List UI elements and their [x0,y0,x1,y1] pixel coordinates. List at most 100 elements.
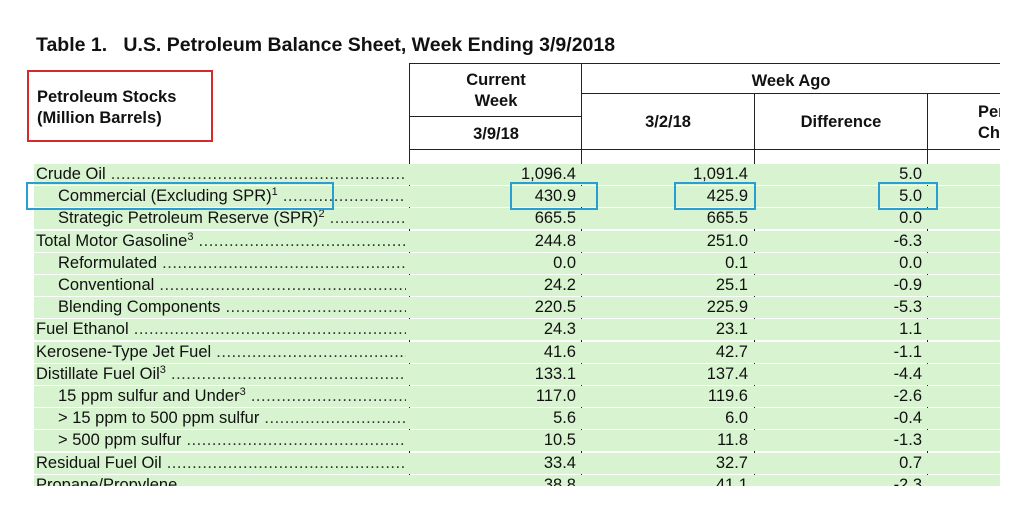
current-week-value: 5.6 [553,409,576,427]
row-label-text: Total Motor Gasoline [36,232,188,250]
row-label: Kerosene-Type Jet Fuel .................… [36,341,406,363]
row-label-text: Reformulated [58,254,158,272]
row-label-text: > 15 ppm to 500 ppm sulfur [58,409,260,427]
row-stripe [34,386,1000,407]
row-label-text: Conventional [58,276,155,294]
week-ago-value: 137.4 [706,365,748,383]
row-label: Distillate Fuel Oil3 ...................… [36,363,406,385]
footnote-marker: 3 [159,364,166,376]
row-label-text: Residual Fuel Oil [36,454,162,472]
row-stripe [34,319,1000,340]
row-label-text: Commercial (Excluding SPR) [58,187,272,205]
difference-value: 5.0 [899,165,922,183]
current-week-date: 3/9/18 [473,125,519,143]
current-week-value: 220.5 [534,298,576,316]
row-label: Crude Oil ..............................… [36,163,406,185]
table-row: > 500 ppm sulfur .......................… [34,429,1000,451]
difference-value: -1.3 [893,431,922,449]
table-row: Strategic Petroleum Reserve (SPR)2 .....… [34,207,1000,229]
leader-dots: ........................................… [198,232,406,250]
week-ago-date-header: 3/2/18 [645,113,691,131]
table-row: Distillate Fuel Oil3 ...................… [34,363,1000,385]
current-week-value: 24.3 [543,320,576,338]
table-row: Residual Fuel Oil ......................… [34,452,1000,474]
row-stripe [34,297,1000,318]
week-ago-value: 42.7 [715,343,748,361]
difference-value: 0.0 [899,254,922,272]
footnote-marker: 3 [187,231,194,243]
leader-dots: ........................................… [162,254,406,272]
row-label-text: 15 ppm sulfur and Under [58,387,240,405]
row-stripe [34,430,1000,451]
row-stripe [34,186,1000,207]
row-label: Reformulated ...........................… [58,252,406,274]
row-stripe [34,408,1000,429]
row-stripe [34,208,1000,229]
header-bottom-rule [410,149,1000,150]
current-week-value: 244.8 [534,232,576,250]
table-row: Blending Components ....................… [34,296,1000,318]
stocks-header-line2: (Million Barrels) [37,109,162,127]
stocks-header-line1: Petroleum Stocks [37,88,177,106]
header-top-rule [410,63,1000,64]
week-ago-subrule [582,93,1000,94]
leader-dots: ........................................… [166,454,406,472]
week-ago-value: 225.9 [706,298,748,316]
row-label: Conventional ...........................… [58,274,406,296]
row-label-text: Fuel Ethanol [36,320,129,338]
leader-dots: ........................................… [329,209,406,227]
table-row: Fuel Ethanol ...........................… [34,318,1000,340]
row-stripe [34,164,1000,185]
page-title: Table 1. U.S. Petroleum Balance Sheet, W… [36,34,616,56]
row-label: Strategic Petroleum Reserve (SPR)2 .....… [58,207,406,229]
footnote-marker: 2 [318,208,325,220]
current-week-value: 665.5 [534,209,576,227]
current-week-value: 41.6 [543,343,576,361]
commercial-current-highlight [510,182,598,210]
difference-value: -5.3 [893,298,922,316]
leader-dots: ........................................… [133,320,406,338]
row-label: > 15 ppm to 500 ppm sulfur .............… [58,407,406,429]
current-week-line1: Current [466,71,526,89]
difference-value: 0.7 [899,454,922,472]
leader-dots: ........................................… [110,165,406,183]
difference-value: -0.9 [893,276,922,294]
row-stripe [34,275,1000,296]
leader-dots: ........................................… [264,409,406,427]
row-label-text: Blending Components [58,298,221,316]
row-label: Blending Components ....................… [58,296,406,318]
current-week-value: 33.4 [543,454,576,472]
difference-value: -4.4 [893,365,922,383]
commercial-difference-highlight [878,182,938,210]
week-ago-value: 23.1 [715,320,748,338]
row-label: Total Motor Gasoline3 ..................… [36,230,406,252]
difference-value: -1.1 [893,343,922,361]
week-ago-value: 11.8 [717,431,748,449]
row-label: > 500 ppm sulfur .......................… [58,429,406,451]
week-ago-value: 25.1 [715,276,748,294]
leader-dots: ........................................… [216,343,406,361]
current-week-line2: Week [474,92,518,110]
row-label-text: Kerosene-Type Jet Fuel [36,343,212,361]
table-row: Commercial (Excluding SPR)1 ............… [34,185,1000,207]
week-ago-value: 0.1 [725,254,748,272]
commercial-label-highlight [26,182,334,210]
row-stripe [34,364,1000,385]
table-row: > 15 ppm to 500 ppm sulfur .............… [34,407,1000,429]
current-week-header: Current Week [410,70,582,112]
row-label: Fuel Ethanol ...........................… [36,318,406,340]
week-ago-header: Week Ago [751,72,831,90]
row-stripe [34,231,1000,252]
row-label: Commercial (Excluding SPR)1 ............… [58,185,406,207]
current-week-value: 430.9 [534,187,576,205]
footnote-marker: 1 [271,186,278,198]
current-week-value: 10.5 [543,431,576,449]
current-week-value: 117.0 [535,387,576,405]
table-row: Conventional ...........................… [34,274,1000,296]
percent-change-line1: Percent [978,103,1000,121]
week-ago-value: 425.9 [706,187,748,205]
difference-header: Difference [800,113,882,131]
week-ago-value: 119.6 [707,387,748,405]
difference-value: 0.0 [899,209,922,227]
current-week-value: 24.2 [543,276,576,294]
